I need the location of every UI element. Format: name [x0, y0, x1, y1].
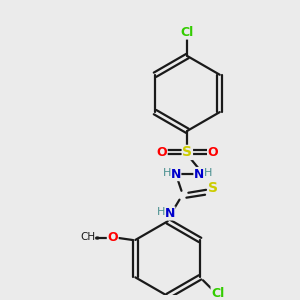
- Text: N: N: [194, 168, 204, 181]
- Text: CH₃: CH₃: [80, 232, 100, 242]
- Text: Cl: Cl: [181, 26, 194, 39]
- Text: H: H: [204, 168, 212, 178]
- Text: N: N: [170, 168, 181, 181]
- Text: Cl: Cl: [211, 286, 224, 300]
- Text: H: H: [157, 207, 165, 218]
- Text: N: N: [164, 207, 175, 220]
- Text: O: O: [107, 230, 118, 244]
- Text: S: S: [182, 146, 192, 159]
- Text: O: O: [157, 146, 167, 159]
- Text: S: S: [208, 181, 218, 195]
- Text: O: O: [208, 146, 218, 159]
- Text: H: H: [163, 168, 171, 178]
